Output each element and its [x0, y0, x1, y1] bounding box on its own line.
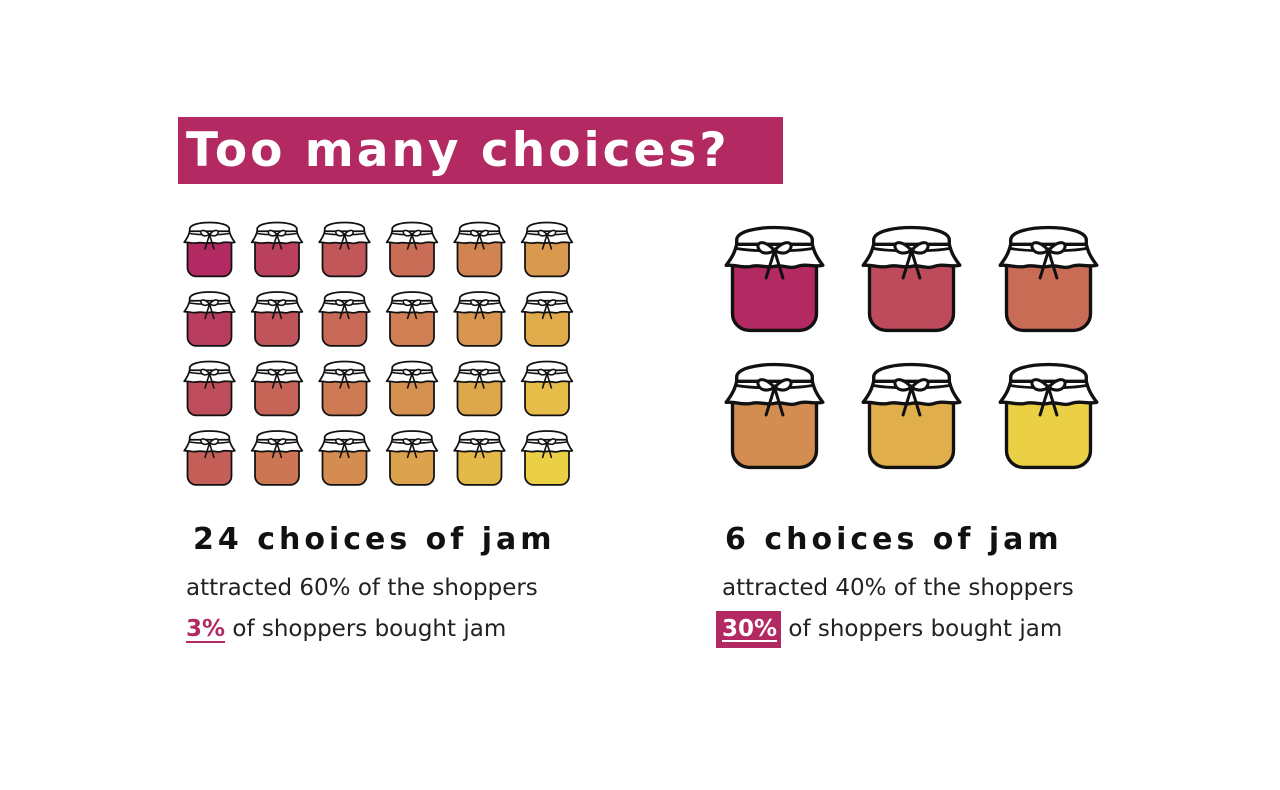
jar-icon-small — [318, 360, 371, 417]
jar-icon-large — [998, 225, 1099, 333]
left-heading: 24 choices of jam — [193, 522, 556, 557]
jar-icon-small — [385, 221, 439, 278]
jar-icon-small — [250, 291, 304, 347]
left-percent-highlight: 3% — [186, 616, 226, 642]
right-attracted-text: attracted 40% of the shoppers — [722, 575, 1074, 601]
jar-icon-small — [318, 430, 371, 486]
jar-icon-small — [183, 291, 236, 347]
right-heading: 6 choices of jam — [725, 522, 1063, 557]
jar-icon-small — [183, 430, 236, 486]
jar-icon-small — [520, 221, 574, 278]
page-title: Too many choices? — [178, 117, 783, 184]
jar-icon-small — [318, 291, 371, 347]
jar-icon-small — [385, 430, 439, 486]
jar-icon-small — [453, 430, 506, 486]
jar-icon-small — [318, 221, 371, 278]
left-attracted-text: attracted 60% of the shoppers — [186, 575, 538, 601]
right-bought-text: 30% of shoppers bought jam — [716, 611, 1063, 648]
right-bought-label: of shoppers bought jam — [781, 616, 1063, 642]
left-bought-label: of shoppers bought jam — [225, 616, 507, 642]
jar-icon-small — [183, 360, 236, 417]
jar-icon-small — [183, 221, 236, 278]
jar-icon-small — [250, 221, 304, 278]
jar-icon-large — [861, 225, 962, 333]
jar-icon-large — [998, 362, 1099, 470]
jar-icon-small — [453, 221, 506, 278]
jar-icon-small — [385, 291, 439, 347]
jar-icon-small — [453, 360, 506, 417]
jar-grid-24 — [180, 215, 580, 490]
right-percent-highlight: 30% — [716, 611, 782, 648]
jar-icon-large — [861, 362, 962, 470]
jar-icon-small — [453, 291, 506, 347]
jar-icon-small — [520, 291, 574, 347]
jar-icon-small — [250, 430, 304, 486]
jar-icon-large — [724, 225, 825, 333]
jar-icon-small — [520, 360, 574, 417]
jar-icon-small — [250, 360, 304, 417]
jar-icon-small — [385, 360, 439, 417]
left-bought-text: 3% of shoppers bought jam — [186, 616, 506, 642]
jar-icon-small — [520, 430, 574, 486]
jar-grid-6 — [720, 215, 1105, 480]
jar-icon-large — [724, 362, 825, 470]
